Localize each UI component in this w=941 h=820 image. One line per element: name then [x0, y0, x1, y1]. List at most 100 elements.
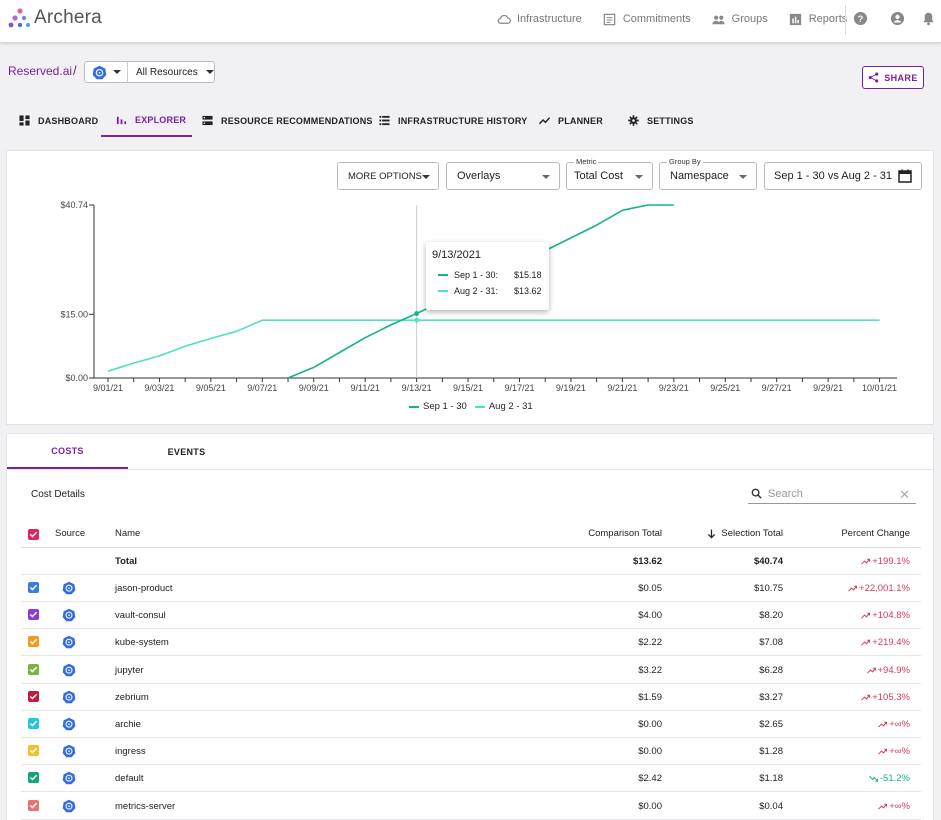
chart-panel: MORE OPTIONS Overlays Metric Total Cost … [6, 150, 934, 425]
overlays-select[interactable]: Overlays [446, 162, 560, 190]
row-checkbox[interactable] [28, 609, 39, 621]
date-range-picker[interactable]: Sep 1 - 30 vs Aug 2 - 31 [764, 162, 922, 190]
kubernetes-icon [62, 581, 76, 595]
row-checkbox[interactable] [28, 636, 39, 648]
legend-swatch [474, 405, 485, 408]
row-checkbox[interactable] [28, 582, 39, 593]
table-row[interactable]: default $2.42 $1.18 -51.2% [21, 765, 921, 793]
document-icon [603, 13, 616, 25]
y-tick-label: $40.74 [60, 200, 88, 210]
legend-item-sep[interactable]: Sep 1 - 30 [409, 401, 467, 412]
metric-value: Total Cost [574, 170, 623, 182]
table-row[interactable]: vault-consul $4.00 $8.20 +104.8% [21, 602, 921, 630]
x-tick-label: 9/15/21 [453, 383, 483, 393]
column-header-comparison[interactable]: Comparison Total [588, 528, 662, 539]
share-label: SHARE [884, 72, 918, 83]
nav-infrastructure[interactable]: Infrastructure [496, 12, 582, 27]
check-icon [29, 693, 38, 700]
trend-up-icon [866, 667, 876, 674]
top-nav: Infrastructure Commitments Groups Report… [496, 0, 867, 38]
column-header-percent[interactable]: Percent Change [841, 528, 910, 539]
tooltip-row-label: Aug 2 - 31: [454, 286, 499, 296]
nav-reports[interactable]: Reports [788, 12, 848, 27]
app-name: Archera [34, 7, 102, 28]
table-row[interactable]: jupyter $3.22 $6.28 +94.9% [21, 657, 921, 684]
cost-line-chart[interactable]: $0.00 $15.00 $40.74 9/01/21 9/03/21 9/05/21 9/… [7, 151, 935, 426]
tooltip-date: 9/13/2021 [432, 249, 481, 261]
hover-point [414, 311, 420, 316]
table-row[interactable]: ingress $0.00 $1.28 +∞% [21, 738, 921, 766]
x-tick-label: 9/09/21 [299, 383, 329, 393]
gear-icon [628, 115, 639, 126]
more-options-button[interactable]: MORE OPTIONS [337, 162, 439, 190]
tab-planner[interactable]: PLANNER [539, 104, 603, 137]
help-icon[interactable]: ? [853, 11, 868, 26]
bell-icon[interactable] [921, 11, 936, 26]
y-tick-label: $0.00 [65, 373, 88, 383]
row-checkbox[interactable] [28, 799, 39, 811]
archera-logo[interactable]: Archera [8, 7, 102, 29]
row-name: zebrium [115, 691, 149, 703]
sub-tabs: COSTS EVENTS [7, 434, 935, 470]
bar-chart-icon [789, 13, 801, 25]
row-name: Total [115, 556, 137, 567]
metric-select[interactable]: Metric Total Cost [566, 157, 653, 190]
row-name: vault-consul [115, 610, 166, 622]
chevron-down-icon [113, 70, 121, 74]
row-comparison: $3.22 [638, 664, 662, 676]
row-name: ingress [115, 746, 146, 758]
column-header-selection[interactable]: Selection Total [681, 528, 783, 539]
chart-legend: Sep 1 - 30 Aug 2 - 31 [409, 401, 541, 412]
row-checkbox[interactable] [28, 745, 39, 757]
table-row[interactable]: jason-product $0.05 $10.75 +22,001.1% [21, 575, 921, 602]
x-tick-label: 9/07/21 [247, 383, 277, 393]
row-selection: $2.65 [759, 719, 783, 730]
tab-settings[interactable]: SETTINGS [628, 104, 694, 137]
row-checkbox[interactable] [28, 718, 39, 729]
row-checkbox[interactable] [28, 772, 39, 784]
row-name: jupyter [115, 664, 144, 676]
nav-groups[interactable]: Groups [711, 12, 768, 27]
tab-resource-recommendations[interactable]: RESOURCE RECOMMENDATIONS [202, 104, 373, 137]
check-icon [29, 775, 38, 782]
tab-label: EXPLORER [135, 114, 187, 125]
account-icon[interactable] [890, 11, 905, 26]
table-row[interactable]: zebrium $1.59 $3.27 +105.3% [21, 684, 921, 711]
legend-swatch [409, 405, 419, 408]
table-row[interactable]: metrics-server $0.00 $0.04 +∞% [21, 793, 921, 820]
tab-events[interactable]: EVENTS [126, 434, 247, 469]
tab-explorer[interactable]: EXPLORER [101, 104, 192, 137]
check-icon [29, 666, 38, 673]
kubernetes-icon [62, 799, 76, 812]
close-icon[interactable]: ✕ [899, 487, 910, 502]
trend-up-icon [861, 694, 871, 701]
column-header-source[interactable]: Source [55, 528, 86, 539]
search-input[interactable] [768, 487, 888, 500]
nav-label: Reports [808, 13, 848, 25]
arrow-down-icon [708, 529, 716, 538]
table-row[interactable]: archie $0.00 $2.65 +∞% [21, 711, 921, 738]
group-by-select[interactable]: Group By Namespace [659, 157, 757, 190]
column-header-name[interactable]: Name [115, 528, 141, 539]
legend-label: Aug 2 - 31 [488, 401, 533, 412]
tab-label: PLANNER [558, 115, 603, 126]
tab-costs[interactable]: COSTS [7, 434, 128, 469]
cost-details-title: Cost Details [31, 489, 85, 500]
table-row[interactable]: kube-system $2.22 $7.08 +219.4% [21, 629, 921, 657]
search-box: ✕ [748, 484, 916, 504]
resource-selector[interactable]: All Resources [84, 61, 215, 83]
tab-label: DASHBOARD [38, 115, 99, 126]
select-all-checkbox[interactable] [28, 529, 39, 540]
share-button[interactable]: SHARE [862, 66, 924, 89]
legend-item-aug[interactable]: Aug 2 - 31 [474, 401, 533, 412]
row-checkbox[interactable] [28, 690, 39, 702]
breadcrumb-separator: / [73, 63, 77, 78]
tab-dashboard[interactable]: DASHBOARD [19, 104, 98, 137]
x-tick-label: 9/01/21 [93, 383, 123, 393]
org-breadcrumb[interactable]: Reserved.ai [8, 64, 73, 78]
tab-infrastructure-history[interactable]: INFRASTRUCTURE HISTORY [379, 104, 527, 137]
nav-commitments[interactable]: Commitments [602, 12, 691, 27]
kubernetes-icon [62, 744, 76, 758]
row-checkbox[interactable] [28, 663, 39, 675]
x-tick-label: 9/25/21 [710, 383, 740, 393]
